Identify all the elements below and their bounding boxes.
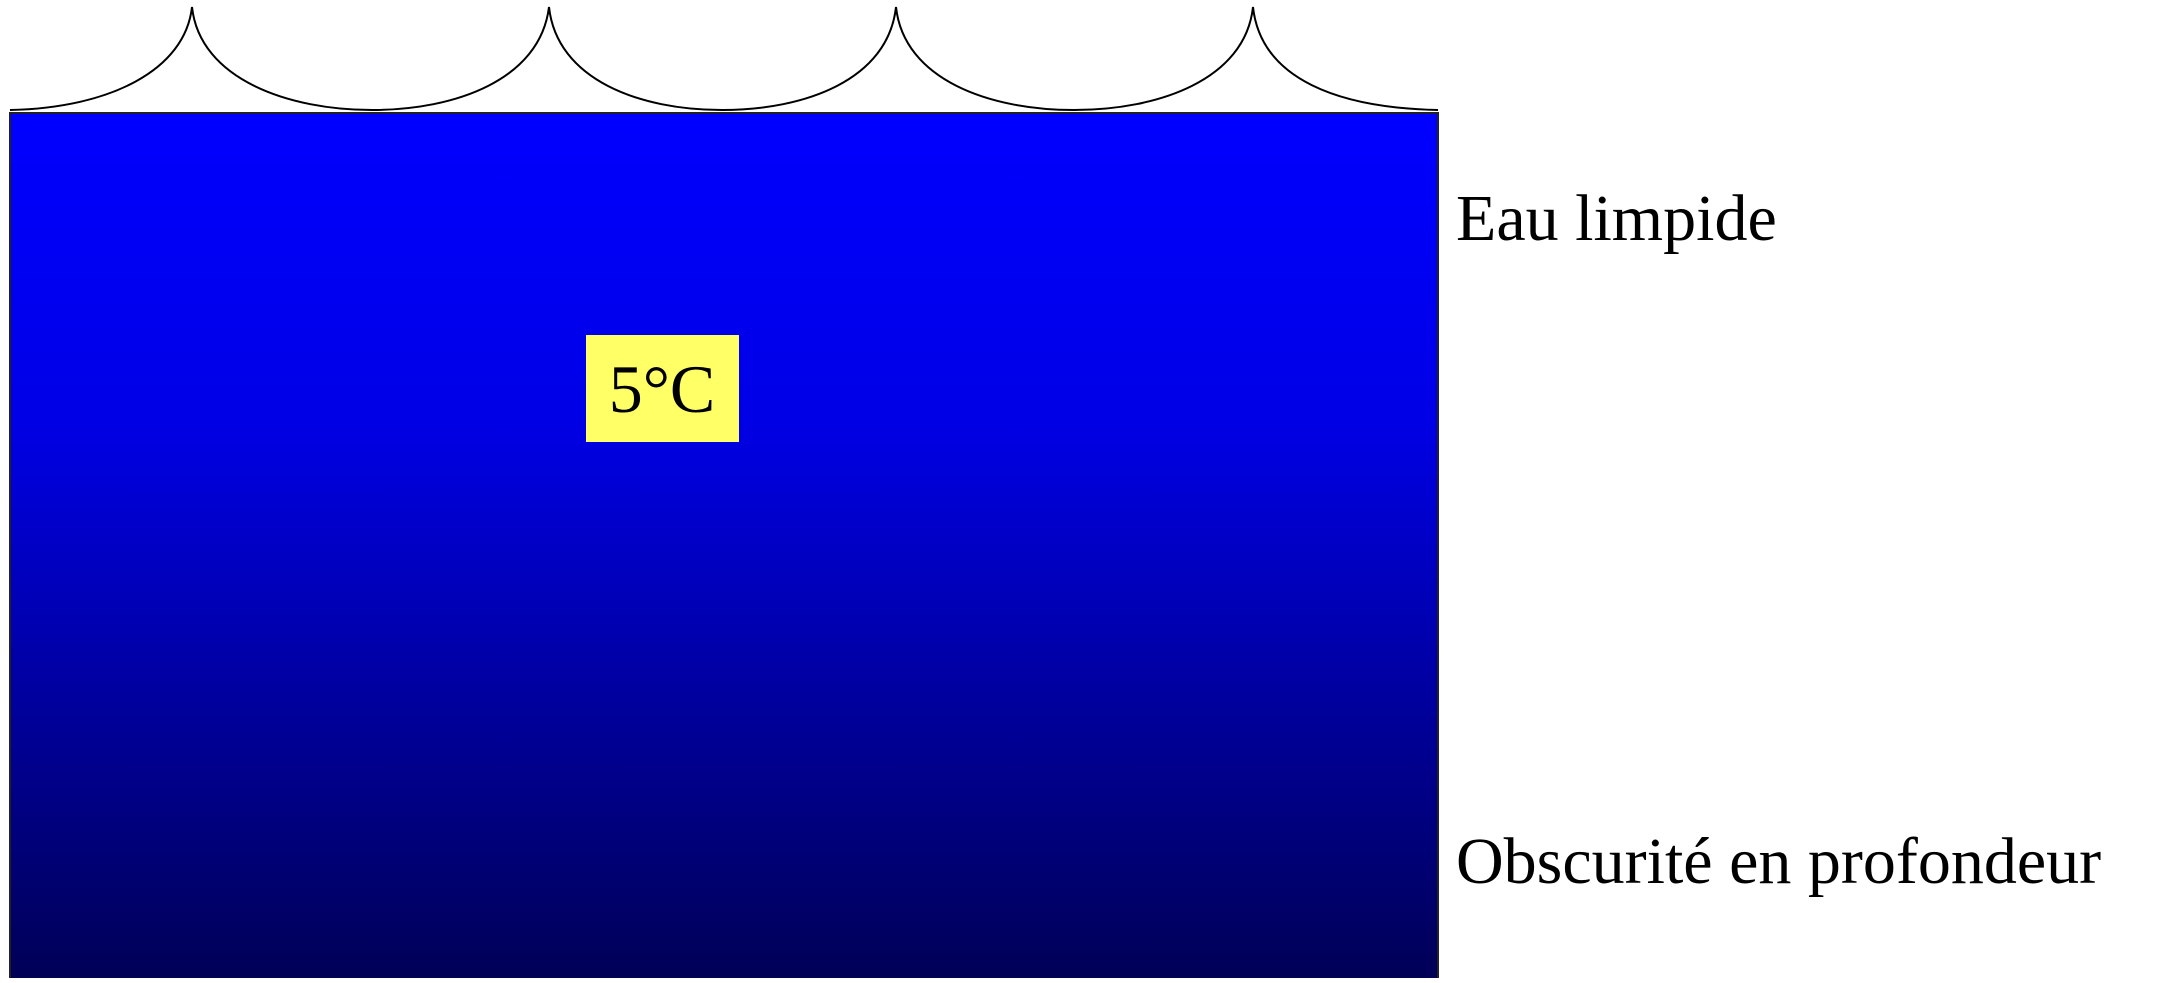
water-body <box>9 112 1439 983</box>
surface-label: Eau limpide <box>1456 182 1777 255</box>
waves <box>9 6 1439 112</box>
temperature-box <box>586 335 739 442</box>
temperature-label: 5°C <box>609 351 716 427</box>
depth-label: Obscurité en profondeur <box>1456 825 2101 898</box>
